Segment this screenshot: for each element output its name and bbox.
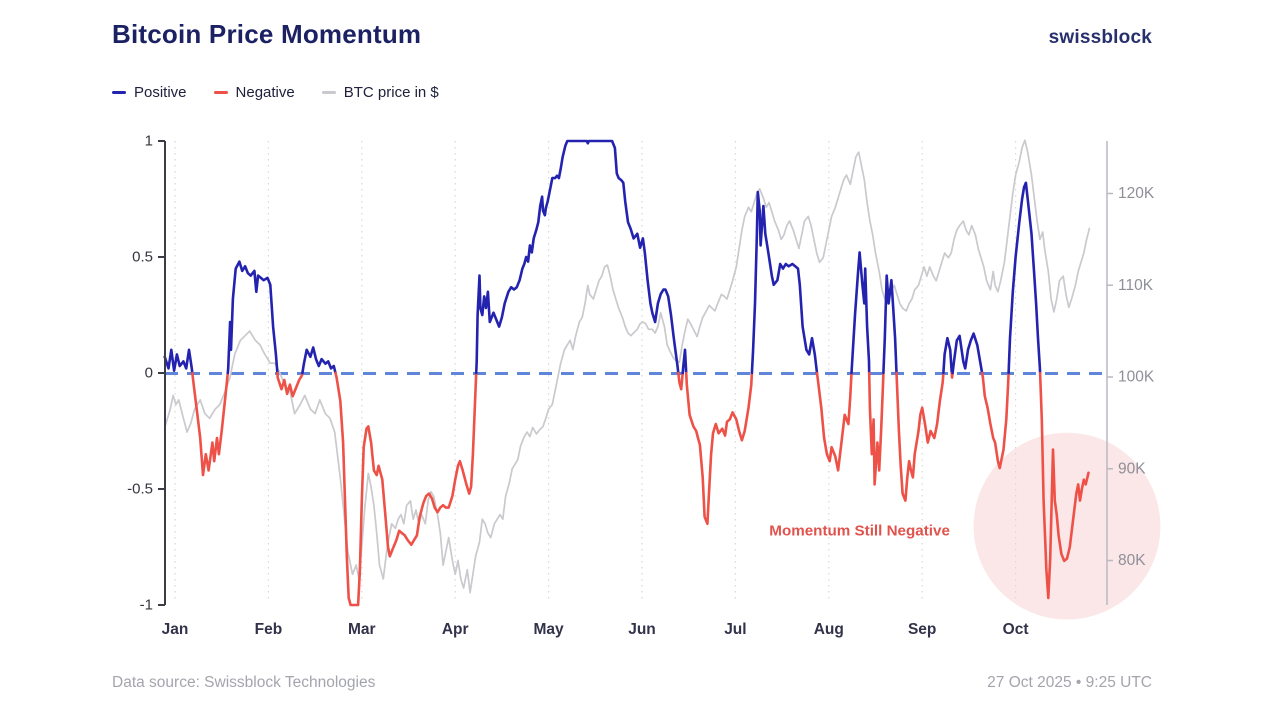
momentum-line-positive bbox=[474, 139, 680, 375]
x-axis-month-label: Jul bbox=[724, 621, 746, 638]
right-axis-label: 110K bbox=[1118, 277, 1154, 294]
momentum-line-positive bbox=[951, 332, 984, 375]
momentum-line-positive bbox=[942, 336, 954, 375]
momentum-line-negative bbox=[684, 371, 754, 526]
x-axis-month-label: Jun bbox=[628, 621, 656, 638]
annotation-momentum-still-negative: Momentum Still Negative bbox=[769, 522, 950, 539]
right-axis-label: 120K bbox=[1118, 185, 1155, 202]
momentum-line-negative bbox=[1038, 371, 1090, 600]
positive-line-swatch-icon bbox=[112, 90, 126, 95]
negative-line-swatch-icon bbox=[213, 90, 228, 95]
x-axis-month-label: Apr bbox=[442, 621, 469, 638]
x-axis-month-label: Feb bbox=[255, 621, 283, 638]
momentum-line-negative bbox=[980, 371, 1010, 470]
legend-label-btc-price: BTC price in $ bbox=[343, 84, 439, 101]
momentum-line-negative bbox=[867, 371, 885, 486]
right-axis-label: 80K bbox=[1118, 552, 1146, 569]
left-axis-label: 1 bbox=[145, 133, 153, 150]
highlight-circle bbox=[973, 432, 1161, 620]
momentum-line-positive bbox=[750, 190, 819, 375]
legend-item-positive: Positive bbox=[112, 84, 187, 101]
left-axis-label: -1 bbox=[140, 597, 153, 614]
timestamp: 27 Oct 2025 • 9:25 UTC bbox=[987, 674, 1152, 691]
legend-label-negative: Negative bbox=[235, 84, 295, 101]
data-source-note: Data source: Swissblock Technologies bbox=[112, 674, 376, 691]
legend-label-positive: Positive bbox=[134, 84, 187, 101]
momentum-line-negative bbox=[191, 371, 230, 477]
btc-price-swatch-icon bbox=[321, 90, 336, 95]
left-axis-label: 0 bbox=[145, 365, 153, 382]
momentum-line-negative bbox=[334, 371, 478, 607]
chart-legend: Positive Negative BTC price in $ bbox=[112, 84, 439, 101]
momentum-line-negative bbox=[895, 371, 945, 502]
momentum-line-positive bbox=[163, 348, 194, 375]
x-axis-month-label: Jan bbox=[162, 621, 189, 638]
momentum-line-positive bbox=[850, 251, 871, 375]
momentum-line-positive bbox=[301, 346, 337, 375]
swissblock-logo: swissblock bbox=[1048, 27, 1152, 48]
momentum-line-negative bbox=[677, 371, 684, 391]
left-axis-label: 0.5 bbox=[132, 249, 153, 266]
x-axis-month-label: Sep bbox=[908, 621, 936, 638]
left-axis-label: -0.5 bbox=[127, 481, 153, 498]
momentum-line-positive bbox=[226, 260, 279, 375]
legend-item-negative: Negative bbox=[213, 84, 295, 101]
x-axis-month-label: Aug bbox=[814, 621, 844, 638]
x-axis-month-label: May bbox=[534, 621, 565, 638]
right-axis-label: 100K bbox=[1118, 369, 1155, 386]
x-axis-month-label: Mar bbox=[348, 621, 376, 638]
page-title: Bitcoin Price Momentum bbox=[112, 19, 422, 49]
btc-price-line bbox=[163, 139, 1091, 594]
x-axis-month-label: Oct bbox=[1003, 621, 1029, 638]
legend-item-btc-price: BTC price in $ bbox=[321, 84, 439, 101]
momentum-line-positive bbox=[1007, 181, 1042, 375]
momentum-line-negative bbox=[276, 371, 304, 398]
right-axis-label: 90K bbox=[1118, 460, 1146, 477]
momentum-line-positive bbox=[882, 274, 898, 375]
momentum-line-negative bbox=[950, 371, 954, 379]
momentum-line-positive bbox=[681, 348, 688, 375]
momentum-line-negative bbox=[815, 371, 853, 472]
